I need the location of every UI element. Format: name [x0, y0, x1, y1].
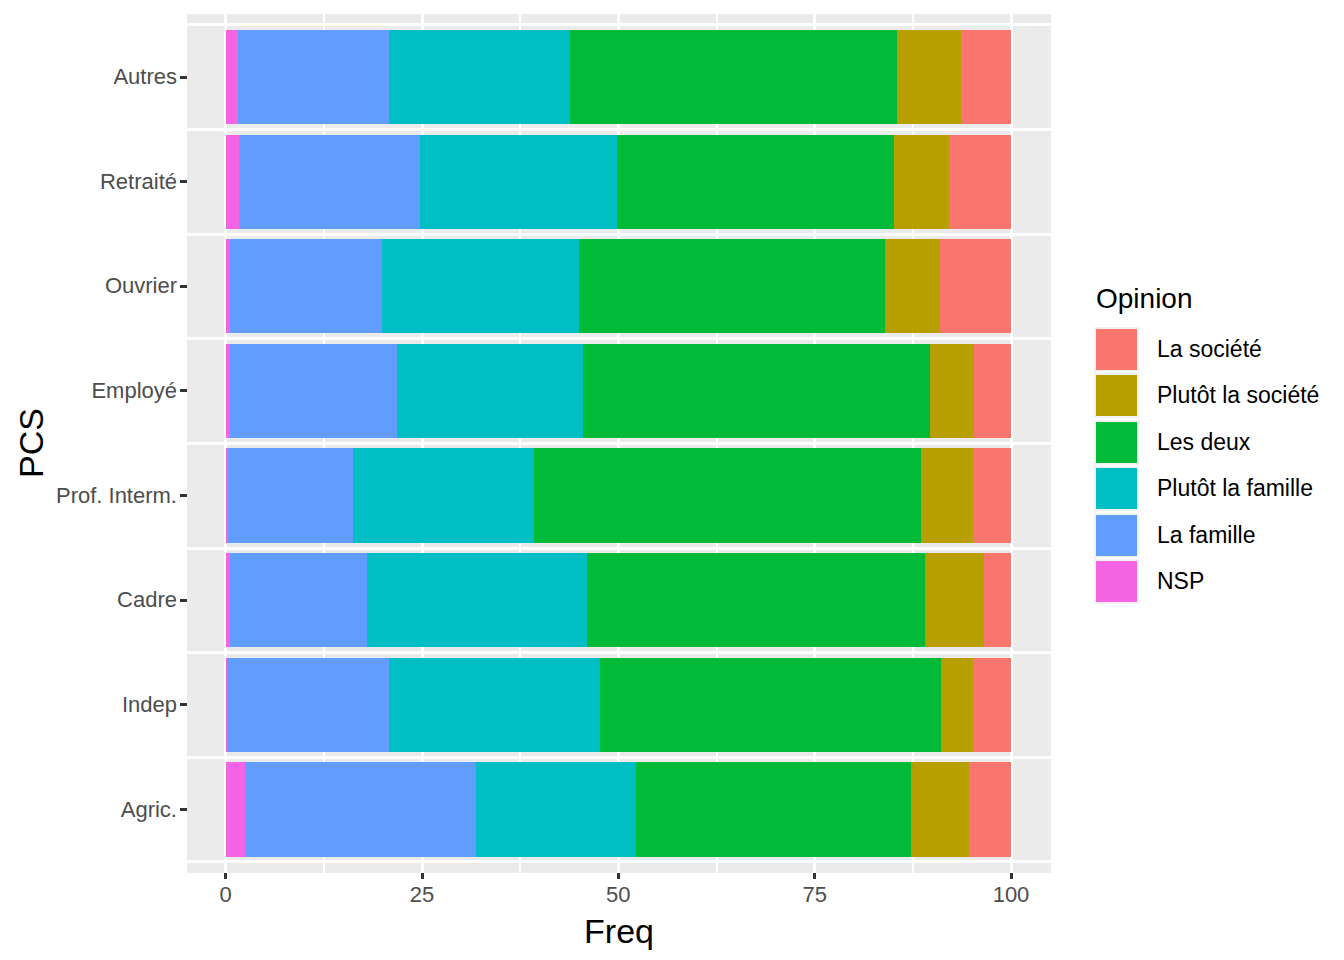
x-tick-mark [1010, 873, 1013, 879]
bar-segment [961, 30, 1011, 124]
bar-segment [973, 658, 1011, 752]
legend-keys: La société Plutôt la société Les deux Plutô… [1096, 329, 1336, 607]
bar-segment [973, 448, 1011, 542]
bar-segment [984, 553, 1011, 647]
legend-key-swatch [1096, 561, 1137, 602]
legend-key-swatch [1096, 422, 1137, 463]
legend: Opinion La société Plutôt la société Les d… [1096, 283, 1336, 607]
bar-segment [230, 239, 382, 333]
x-tick-mark [224, 873, 227, 879]
bar-segment [940, 239, 1011, 333]
x-axis-title: Freq [584, 912, 654, 951]
bar-segment [228, 448, 353, 542]
bar-segment [930, 344, 974, 438]
bar-segment [230, 553, 367, 647]
x-tick-label: 0 [220, 882, 232, 908]
bar-segment [885, 239, 941, 333]
bar-segment [897, 30, 961, 124]
gridline-horizontal [187, 128, 1051, 131]
bar-segment [230, 344, 396, 438]
stacked-bar-chart: 0 25 50 75 100 Autres Retraité Ouvrier Employé P… [0, 0, 1344, 960]
y-tick-label: Cadre [117, 587, 177, 613]
y-tick-mark [180, 389, 187, 392]
x-tick-label: 100 [993, 882, 1030, 908]
legend-key-swatch [1096, 468, 1137, 509]
bar-segment [239, 135, 420, 229]
bar-segment [941, 658, 972, 752]
x-tick-mark [617, 873, 620, 879]
bar-segment [600, 658, 941, 752]
x-tick-mark [421, 873, 424, 879]
bar-segment [353, 448, 534, 542]
legend-key-swatch [1096, 515, 1137, 556]
y-tick-label: Retraité [100, 169, 177, 195]
plot-panel [187, 14, 1051, 873]
x-tick-mark [813, 873, 816, 879]
gridline-horizontal [187, 233, 1051, 236]
y-axis-title: PCS [12, 408, 51, 478]
bar-segment [949, 135, 1011, 229]
legend-entry-label: NSP [1157, 561, 1204, 602]
gridline-horizontal [187, 651, 1051, 654]
y-tick-mark [180, 494, 187, 497]
bar-segment [245, 762, 476, 856]
bar-segment [238, 30, 389, 124]
gridline-horizontal [187, 756, 1051, 759]
gridline-horizontal [187, 860, 1051, 863]
y-tick-label: Employé [91, 378, 177, 404]
bar-segment [227, 658, 389, 752]
legend-entry-label: Les deux [1157, 422, 1250, 463]
bar-segment [397, 344, 583, 438]
bar-segment [389, 658, 600, 752]
bar-segment [382, 239, 579, 333]
y-tick-mark [180, 599, 187, 602]
legend-key-swatch [1096, 329, 1137, 370]
bar-segment [925, 553, 985, 647]
bar-segment [226, 30, 239, 124]
gridline-horizontal [187, 23, 1051, 26]
bar-segment [476, 762, 636, 856]
bar-segment [587, 553, 925, 647]
bar-segment [226, 135, 239, 229]
bar-segment [617, 135, 894, 229]
x-tick-label: 50 [606, 882, 630, 908]
legend-title: Opinion [1096, 283, 1336, 315]
y-tick-label: Indep [122, 692, 177, 718]
y-tick-label: Prof. Interm. [56, 483, 177, 509]
gridline-horizontal [187, 442, 1051, 445]
bar-segment [636, 762, 911, 856]
bar-segment [226, 762, 246, 856]
y-tick-label: Agric. [121, 797, 177, 823]
x-tick-label: 75 [802, 882, 826, 908]
legend-entry-label: La famille [1157, 515, 1255, 556]
y-tick-mark [180, 180, 187, 183]
bar-segment [969, 762, 1011, 856]
legend-entry-label: Plutôt la société [1157, 375, 1319, 416]
y-tick-mark [180, 285, 187, 288]
bar-segment [570, 30, 897, 124]
gridline-horizontal [187, 337, 1051, 340]
y-tick-mark [180, 76, 187, 79]
y-tick-label: Ouvrier [105, 273, 177, 299]
legend-key-swatch [1096, 375, 1137, 416]
bar-segment [921, 448, 973, 542]
y-tick-label: Autres [113, 64, 177, 90]
bar-segment [579, 239, 884, 333]
bar-segment [911, 762, 968, 856]
bar-segment [420, 135, 617, 229]
legend-entry-label: Plutôt la famille [1157, 468, 1313, 509]
bar-segment [367, 553, 587, 647]
bar-segment [583, 344, 930, 438]
bar-segment [534, 448, 920, 542]
y-tick-mark [180, 808, 187, 811]
bar-segment [974, 344, 1011, 438]
gridline-horizontal [187, 547, 1051, 550]
y-tick-mark [180, 703, 187, 706]
legend-entry-label: La société [1157, 329, 1262, 370]
bar-segment [894, 135, 949, 229]
bar-segment [389, 30, 570, 124]
x-tick-label: 25 [410, 882, 434, 908]
